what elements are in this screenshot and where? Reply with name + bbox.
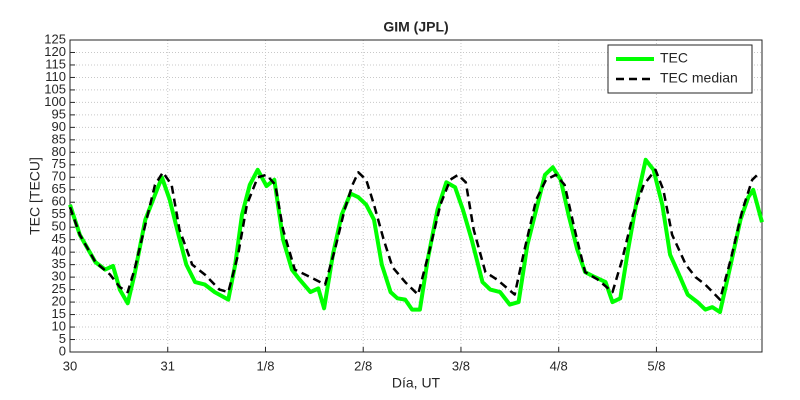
y-tick-label: 110 (45, 69, 66, 84)
axes-box (69, 39, 763, 353)
y-tick-label: 105 (44, 81, 66, 96)
y-tick-label: 95 (52, 106, 66, 121)
y-tick-label: 115 (45, 56, 66, 71)
y-tick-label: 0 (59, 343, 66, 358)
legend-label: TEC median (660, 70, 738, 86)
y-tick-label: 5 (59, 331, 66, 346)
y-tick-label: 75 (52, 156, 66, 171)
y-tick-label: 125 (44, 31, 66, 46)
y-tick-label: 70 (52, 169, 66, 184)
x-tick-label: 3/8 (452, 358, 470, 373)
x-tick-label: 4/8 (550, 358, 568, 373)
y-tick-label: 100 (44, 94, 66, 109)
y-tick-label: 35 (52, 256, 66, 271)
y-tick-label: 85 (52, 131, 66, 146)
legend-box (607, 44, 753, 94)
x-tick-label: 1/8 (256, 358, 274, 373)
x-tick-label: 5/8 (647, 358, 665, 373)
y-tick-label: 90 (52, 119, 66, 134)
y-tick-label: 80 (52, 144, 66, 159)
y-axis-label: TEC [TECU] (27, 157, 43, 235)
x-tick-label: 2/8 (354, 358, 372, 373)
x-tick-label: 30 (63, 358, 77, 373)
series-line (68, 168, 761, 301)
y-tick-label: 45 (52, 231, 66, 246)
y-tick-label: 40 (52, 244, 66, 259)
y-tick-label: 10 (52, 318, 66, 333)
series-line (68, 157, 764, 315)
y-tick-label: 25 (52, 281, 66, 296)
y-tick-label: 15 (52, 306, 66, 321)
y-tick-label: 60 (52, 194, 66, 209)
y-tick-label: 50 (52, 219, 66, 234)
x-tick-label: 31 (161, 358, 175, 373)
y-tick-label: 120 (44, 44, 66, 59)
legend-label: TEC (660, 50, 688, 66)
y-tick-label: 65 (52, 181, 66, 196)
y-tick-label: 30 (52, 269, 66, 284)
chart-title: GIM (JPL) (383, 19, 448, 35)
y-tick-label: 55 (52, 206, 66, 221)
x-axis-label: Día, UT (392, 375, 441, 391)
y-tick-label: 20 (52, 294, 66, 309)
